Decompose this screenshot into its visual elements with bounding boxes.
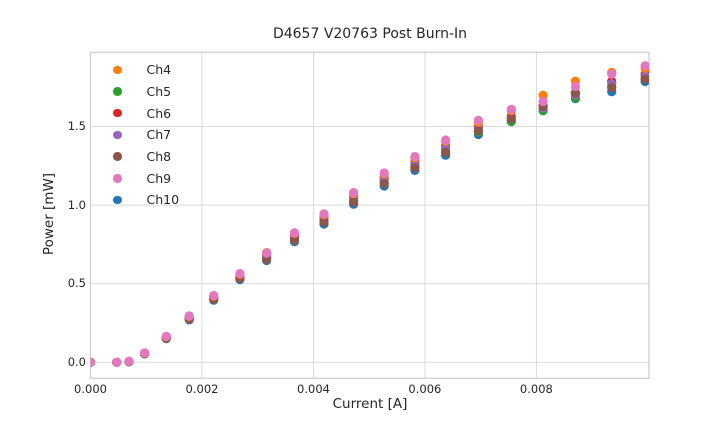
data-point-Ch9 [289, 228, 300, 238]
legend-marker-icon [113, 152, 122, 161]
legend-item-Ch6: Ch6 [110, 102, 179, 124]
data-point-Ch8 [506, 114, 516, 124]
legend-item-Ch7: Ch7 [110, 124, 179, 146]
legend-item-Ch9: Ch9 [110, 167, 179, 189]
x-tick-label: 0.002 [185, 382, 219, 396]
data-point-Ch8 [640, 74, 649, 84]
legend-label: Ch4 [146, 62, 172, 78]
data-point-Ch9 [441, 135, 451, 145]
data-point-Ch9 [538, 96, 548, 107]
legend: Ch4 Ch5 Ch6 Ch7 Ch8 Ch9 Ch10 [110, 59, 179, 211]
legend-marker-icon [113, 195, 122, 205]
data-point-Ch8 [441, 147, 451, 157]
data-point-Ch8 [570, 88, 581, 98]
chart-title: D4657 V20763 Post Burn-In [272, 26, 468, 42]
data-point-Ch9 [124, 356, 134, 366]
data-point-Ch9 [90, 357, 96, 367]
legend-label: Ch6 [146, 105, 172, 121]
legend-marker-icon [113, 174, 122, 183]
y-tick-label: 0.0 [67, 354, 86, 369]
data-point-Ch4 [538, 90, 548, 100]
data-point-Ch9 [473, 115, 483, 125]
data-point-Ch9 [410, 151, 420, 162]
data-point-Ch8 [410, 163, 420, 173]
data-point-Ch9 [161, 331, 171, 341]
data-point-Ch8 [289, 235, 300, 245]
data-point-Ch8 [379, 178, 389, 189]
y-tick-label: 1.0 [67, 197, 86, 212]
data-point-Ch8 [607, 83, 617, 93]
data-point-Ch8 [349, 197, 359, 207]
data-point-Ch9 [607, 69, 617, 79]
scatter-series-group [90, 61, 649, 367]
y-axis-label: Power [mW] [41, 172, 57, 256]
legend-label: Ch9 [146, 170, 172, 186]
legend-marker-icon [113, 87, 122, 96]
legend-label: Ch5 [146, 84, 172, 100]
data-point-Ch9 [112, 357, 122, 367]
legend-label: Ch10 [146, 192, 180, 208]
data-point-Ch9 [262, 248, 272, 258]
data-point-Ch8 [473, 126, 483, 136]
data-point-Ch8 [319, 217, 329, 227]
axes-spines [89, 51, 650, 379]
legend-item-Ch4: Ch4 [110, 59, 179, 81]
data-point-Ch9 [570, 81, 581, 92]
data-point-Ch9 [349, 188, 359, 198]
legend-marker-icon [113, 108, 122, 118]
x-tick-label: 0.008 [519, 382, 553, 396]
legend-label: Ch8 [146, 149, 172, 165]
data-point-Ch9 [319, 209, 329, 219]
data-point-Ch9 [184, 311, 194, 321]
legend-item-Ch10: Ch10 [110, 189, 179, 211]
legend-marker-icon [113, 65, 122, 75]
y-tick-label: 0.5 [67, 276, 86, 291]
data-point-Ch9 [235, 268, 245, 279]
data-point-Ch9 [506, 104, 516, 114]
legend-item-Ch8: Ch8 [110, 146, 179, 168]
data-point-Ch9 [209, 290, 219, 301]
legend-item-Ch5: Ch5 [110, 81, 179, 103]
x-tick-label: 0.004 [297, 382, 330, 396]
x-axis-label: Current [A] [332, 396, 408, 412]
data-point-Ch9 [640, 61, 649, 71]
data-point-Ch9 [140, 348, 150, 358]
legend-marker-icon [113, 130, 122, 140]
data-point-Ch9 [379, 168, 389, 178]
x-tick-label: 0.000 [74, 382, 107, 396]
y-tick-label: 1.5 [67, 119, 86, 134]
legend-label: Ch7 [146, 127, 172, 143]
series-Ch9 [90, 61, 649, 367]
x-tick-label: 0.006 [408, 382, 442, 396]
